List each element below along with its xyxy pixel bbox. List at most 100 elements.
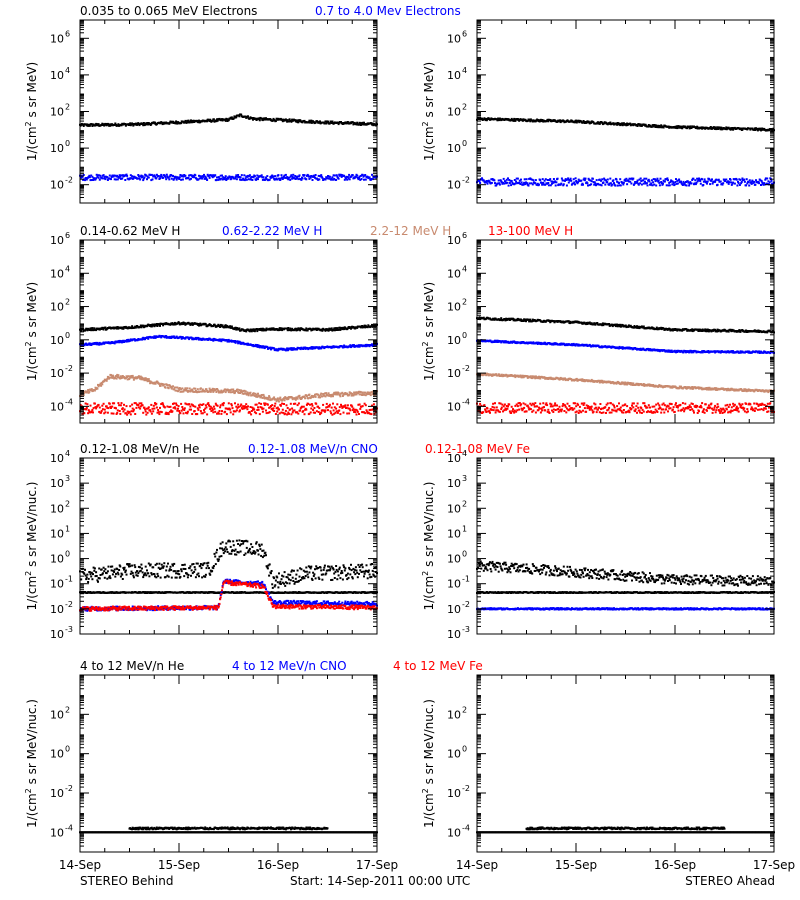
series-points bbox=[79, 321, 378, 416]
data-point bbox=[708, 178, 711, 181]
data-point bbox=[586, 182, 589, 185]
data-point bbox=[335, 174, 338, 177]
data-point bbox=[276, 397, 279, 400]
data-point bbox=[121, 376, 124, 379]
data-point bbox=[216, 176, 219, 179]
data-point bbox=[343, 328, 346, 331]
data-point bbox=[173, 388, 176, 391]
data-point bbox=[551, 180, 554, 183]
data-point bbox=[564, 179, 566, 182]
data-point bbox=[277, 399, 280, 402]
data-point bbox=[87, 389, 90, 391]
data-point bbox=[528, 177, 531, 180]
data-point bbox=[240, 174, 243, 177]
data-point bbox=[624, 178, 627, 181]
data-point bbox=[188, 322, 191, 325]
data-point bbox=[690, 182, 693, 185]
data-point bbox=[334, 411, 337, 414]
data-point bbox=[86, 123, 89, 126]
data-point bbox=[639, 177, 642, 180]
data-point bbox=[137, 406, 140, 409]
data-point bbox=[552, 181, 555, 184]
data-point bbox=[154, 402, 156, 405]
y-tick-label: 10 bbox=[447, 142, 461, 155]
data-point bbox=[133, 338, 136, 341]
data-point bbox=[302, 405, 305, 408]
data-point bbox=[531, 120, 534, 123]
data-point bbox=[185, 389, 188, 392]
data-point bbox=[354, 175, 357, 178]
data-point bbox=[141, 404, 144, 407]
data-point bbox=[116, 178, 119, 181]
data-point bbox=[714, 328, 717, 331]
data-point bbox=[687, 181, 690, 184]
data-point bbox=[236, 388, 239, 391]
data-point bbox=[212, 325, 215, 327]
data-point bbox=[95, 173, 98, 176]
data-point bbox=[574, 183, 576, 186]
data-point bbox=[239, 341, 241, 344]
data-point bbox=[317, 347, 320, 350]
data-point bbox=[247, 174, 249, 177]
data-point bbox=[243, 392, 246, 395]
data-point bbox=[346, 176, 349, 178]
data-point bbox=[602, 324, 605, 327]
data-point bbox=[129, 375, 132, 378]
data-point bbox=[527, 318, 530, 321]
data-point bbox=[295, 175, 298, 178]
data-point bbox=[81, 412, 84, 415]
y-tick-exponent: 0 bbox=[462, 139, 467, 148]
data-point bbox=[690, 329, 693, 332]
data-point bbox=[714, 180, 717, 183]
data-point bbox=[682, 180, 685, 183]
data-point bbox=[112, 175, 115, 178]
data-point bbox=[286, 347, 289, 350]
data-point bbox=[662, 182, 664, 185]
data-point bbox=[614, 323, 617, 326]
data-point bbox=[318, 346, 321, 349]
data-point bbox=[111, 174, 114, 177]
data-point bbox=[192, 390, 195, 393]
data-point bbox=[605, 179, 607, 182]
data-point bbox=[758, 182, 761, 185]
data-point bbox=[284, 409, 287, 412]
data-point bbox=[322, 403, 325, 406]
data-point bbox=[712, 329, 715, 332]
data-point bbox=[678, 126, 681, 129]
data-point bbox=[261, 410, 264, 413]
data-point bbox=[172, 385, 174, 388]
data-point bbox=[328, 175, 331, 178]
data-point bbox=[710, 179, 713, 182]
data-point bbox=[317, 178, 320, 181]
data-point bbox=[97, 123, 100, 126]
data-point bbox=[676, 182, 679, 185]
data-point bbox=[164, 386, 167, 389]
data-point bbox=[115, 178, 117, 181]
data-point bbox=[560, 177, 563, 180]
data-point bbox=[159, 384, 162, 387]
data-point bbox=[516, 319, 519, 322]
data-point bbox=[526, 182, 529, 185]
data-point bbox=[660, 124, 663, 127]
data-point bbox=[121, 174, 124, 177]
data-point bbox=[513, 183, 516, 186]
data-point bbox=[147, 123, 150, 126]
data-point bbox=[334, 327, 337, 330]
data-point bbox=[243, 389, 246, 392]
data-point bbox=[508, 179, 511, 181]
data-point bbox=[336, 411, 339, 414]
data-point bbox=[235, 116, 238, 119]
data-point bbox=[356, 410, 359, 413]
data-point bbox=[321, 395, 324, 398]
data-point bbox=[680, 125, 682, 128]
data-point bbox=[242, 405, 245, 408]
data-point bbox=[598, 122, 601, 125]
data-point bbox=[354, 391, 357, 394]
data-point bbox=[524, 183, 527, 186]
data-point bbox=[227, 119, 230, 122]
data-point bbox=[178, 387, 181, 389]
data-point bbox=[184, 323, 187, 326]
data-point bbox=[95, 123, 98, 125]
data-point bbox=[181, 178, 184, 181]
data-point bbox=[163, 383, 166, 386]
